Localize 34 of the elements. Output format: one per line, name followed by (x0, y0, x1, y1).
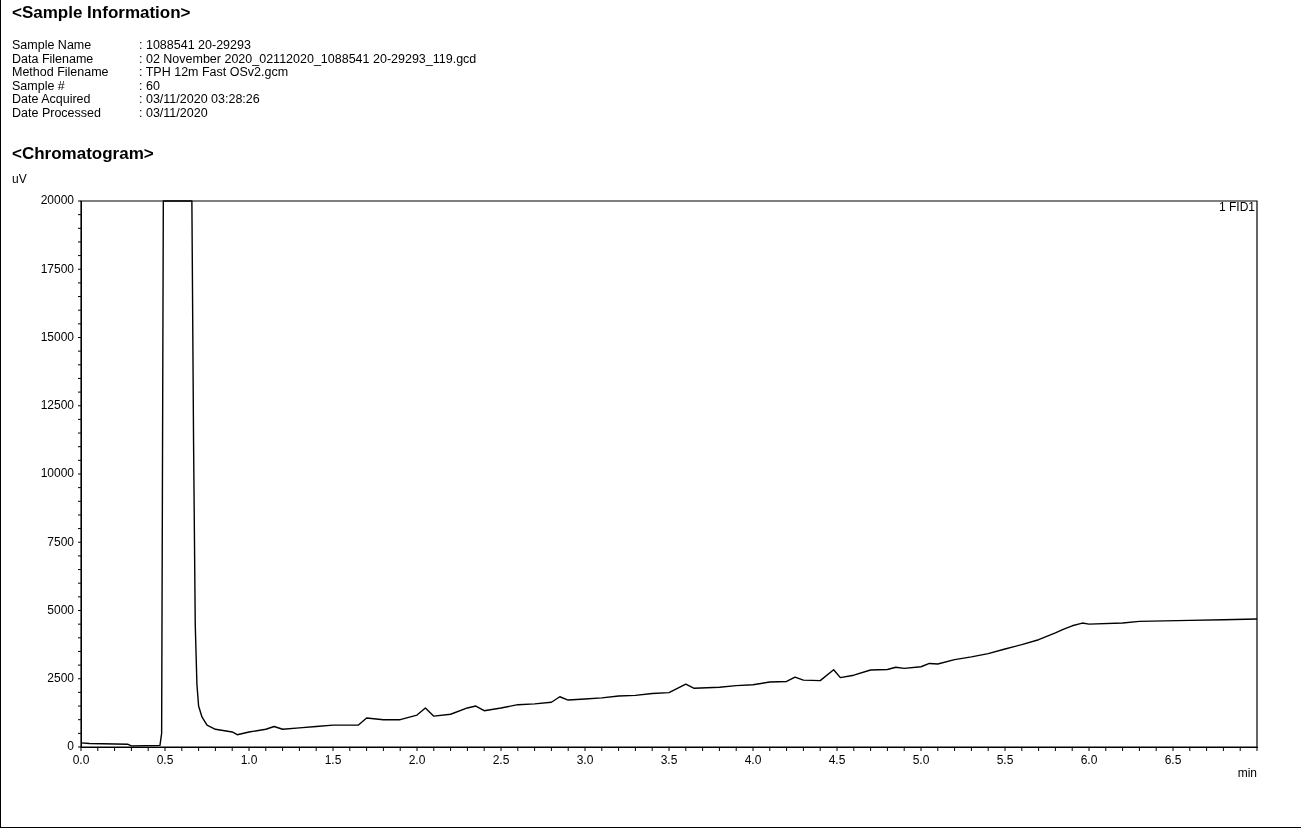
x-tick-label: 6.5 (1164, 752, 1182, 767)
y-tick-label: 0 (67, 739, 75, 754)
y-tick-label: 10000 (40, 466, 75, 481)
text: Data Filename : 02 November 2020_02112020_1088541 20-29293_119.gcd (12, 51, 477, 66)
x-tick-label: 2.0 (408, 752, 426, 767)
x-tick-label: 1.0 (240, 752, 258, 767)
x-tick-label: 3.5 (660, 752, 678, 767)
x-tick-label: 3.0 (576, 752, 594, 767)
y-tick-label: 2500 (47, 671, 75, 686)
x-tick-label: 4.0 (744, 752, 762, 767)
x-tick-label: 5.0 (912, 752, 930, 767)
x-tick-label: 5.5 (996, 752, 1014, 767)
text: Sample # : 60 (12, 78, 160, 93)
text: Date Processed : 03/11/2020 (12, 105, 208, 120)
chart-subtitle: <Chromatogram> (12, 144, 154, 164)
x-tick-label: 4.5 (828, 752, 846, 767)
x-tick-label: 2.5 (492, 752, 510, 767)
y-axis-title: uV (12, 172, 27, 187)
y-tick-label: 17500 (40, 261, 75, 276)
y-tick-label: 15000 (40, 329, 75, 344)
x-tick-label: 0.5 (156, 752, 174, 767)
x-axis-title: min (1237, 766, 1257, 781)
x-tick-label: 1.5 (324, 752, 342, 767)
text: Date Acquired : 03/11/2020 03:28:26 (12, 92, 260, 106)
y-tick-label: 5000 (47, 602, 75, 617)
x-tick-label: 0.0 (72, 752, 90, 767)
y-tick-label: 12500 (40, 398, 75, 413)
text: Sample Name : 1088541 20-29293 (12, 38, 251, 52)
text: Method Filename : TPH 12m Fast OSv2.gcm (12, 65, 289, 79)
text: 1 FID1 (1218, 200, 1256, 215)
chart-title: <Sample Information> (12, 3, 191, 23)
x-tick-label: 6.0 (1080, 752, 1098, 767)
y-tick-label: 7500 (47, 534, 75, 549)
y-tick-label: 20000 (40, 193, 75, 208)
